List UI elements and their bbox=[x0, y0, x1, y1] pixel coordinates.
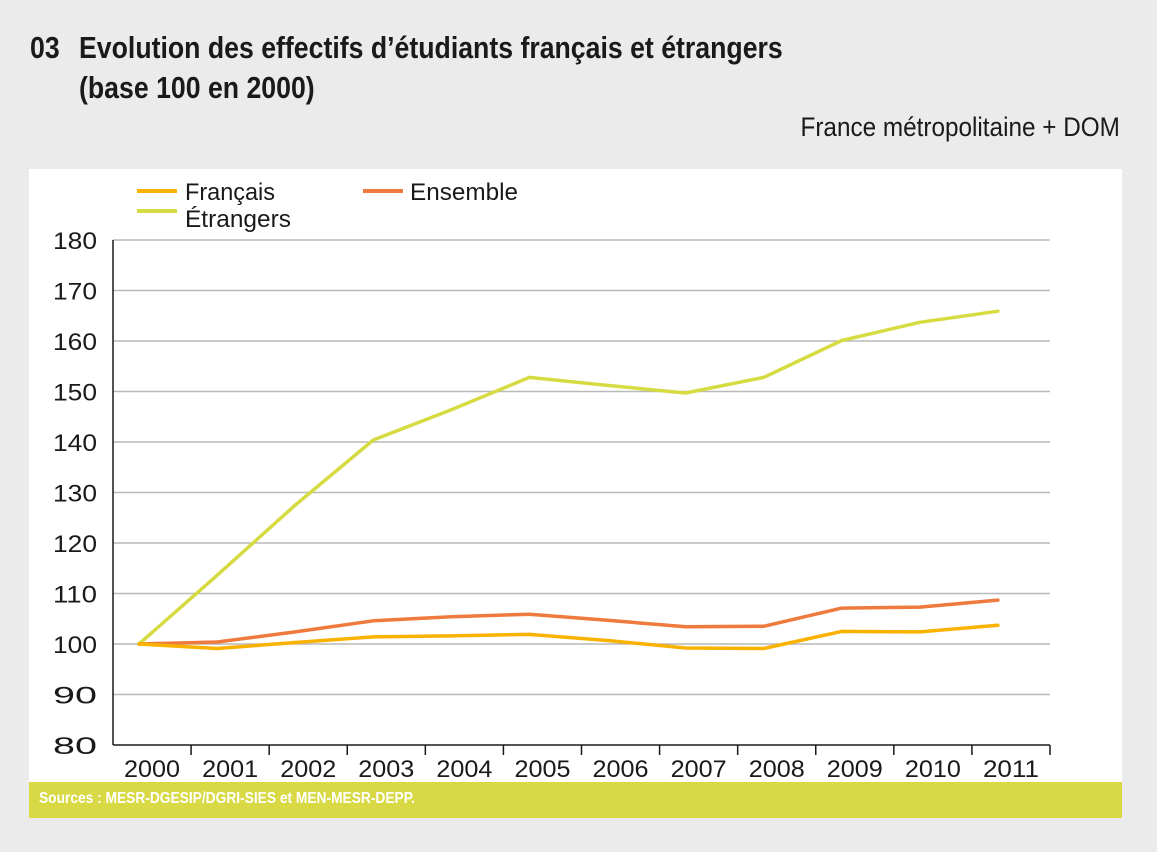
x-tick-label: 2003 bbox=[358, 756, 414, 783]
y-axis: 80 90 100 110 120 130 140 150 160 170 180 bbox=[53, 228, 114, 760]
series-line-ensemble bbox=[137, 598, 1000, 646]
x-tick-label: 2005 bbox=[514, 756, 570, 783]
sources-text: Sources : MESR-DGESIP/DGRI-SIES et MEN-M… bbox=[39, 790, 415, 807]
x-tick-label: 2006 bbox=[593, 756, 649, 783]
y-tick-label: 170 bbox=[53, 279, 97, 306]
figure-number: 03 bbox=[30, 30, 60, 65]
series-line-francais bbox=[137, 623, 1000, 651]
chart-title: 03 Evolution des effectifs d’étudiants fr… bbox=[30, 28, 783, 108]
x-tick-label: 2000 bbox=[124, 756, 180, 783]
y-tick-label: 100 bbox=[53, 632, 97, 659]
x-tick-label: 2002 bbox=[280, 756, 336, 783]
y-tick-label: 130 bbox=[53, 481, 97, 508]
x-tick-label: 2009 bbox=[827, 756, 883, 783]
x-tick-label: 2008 bbox=[749, 756, 805, 783]
series-line-etrangers bbox=[137, 309, 1000, 646]
y-tick-label: 120 bbox=[53, 531, 97, 558]
x-axis: 2000 2001 2002 2003 2004 2005 2006 2007 2008 2009… bbox=[113, 744, 1051, 783]
y-tick-label: 80 bbox=[53, 733, 97, 760]
y-tick-label: 90 bbox=[53, 683, 97, 710]
legend-label-etrangers: Étrangers bbox=[185, 206, 291, 233]
y-tick-label: 160 bbox=[53, 329, 97, 356]
x-tick-label: 2007 bbox=[671, 756, 727, 783]
legend-label-francais: Français bbox=[185, 179, 275, 206]
chart-panel bbox=[29, 169, 1122, 782]
legend: Français Ensemble Étrangers bbox=[137, 179, 518, 233]
y-tick-label: 180 bbox=[53, 228, 97, 255]
x-tick-label: 2011 bbox=[983, 756, 1039, 783]
legend-label-ensemble: Ensemble bbox=[410, 179, 518, 206]
x-tick-label: 2010 bbox=[905, 756, 961, 783]
series-lines bbox=[137, 309, 1000, 651]
y-tick-label: 150 bbox=[53, 380, 97, 407]
title-line-2: (base 100 en 2000) bbox=[79, 70, 315, 105]
sources-band: Sources : MESR-DGESIP/DGRI-SIES et MEN-M… bbox=[29, 782, 1122, 818]
chart-subtitle: France métropolitaine + DOM bbox=[800, 112, 1120, 142]
title-line-1: Evolution des effectifs d’étudiants fran… bbox=[79, 30, 783, 65]
x-tick-label: 2004 bbox=[436, 756, 492, 783]
y-tick-label: 110 bbox=[53, 582, 97, 609]
y-tick-label: 140 bbox=[53, 430, 97, 457]
gridlines bbox=[113, 239, 1050, 696]
x-tick-label: 2001 bbox=[202, 756, 258, 783]
